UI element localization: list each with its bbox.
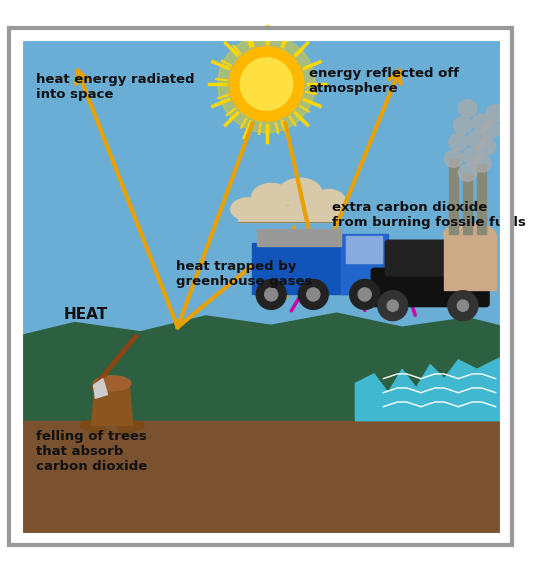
Bar xyxy=(477,163,486,234)
Text: extra carbon dioxide
from burning fossile fuels: extra carbon dioxide from burning fossil… xyxy=(332,201,526,229)
Polygon shape xyxy=(94,379,108,398)
Text: HEAT: HEAT xyxy=(64,307,108,321)
Ellipse shape xyxy=(290,201,321,222)
Circle shape xyxy=(350,280,379,309)
Ellipse shape xyxy=(449,134,468,151)
Circle shape xyxy=(458,300,469,311)
Circle shape xyxy=(240,58,293,110)
Circle shape xyxy=(299,280,328,309)
Text: felling of trees
that absorb
carbon dioxide: felling of trees that absorb carbon diox… xyxy=(36,430,147,473)
Polygon shape xyxy=(92,383,133,425)
Bar xyxy=(444,234,496,290)
Circle shape xyxy=(218,36,315,133)
Ellipse shape xyxy=(454,117,472,134)
Text: energy reflected off
atmosphere: energy reflected off atmosphere xyxy=(309,67,459,95)
Ellipse shape xyxy=(127,421,144,430)
Ellipse shape xyxy=(312,190,345,212)
Ellipse shape xyxy=(458,164,477,181)
Circle shape xyxy=(358,288,371,301)
Polygon shape xyxy=(355,355,505,421)
Polygon shape xyxy=(17,421,505,537)
Ellipse shape xyxy=(278,178,322,207)
Bar xyxy=(341,234,388,295)
Circle shape xyxy=(264,288,278,301)
FancyBboxPatch shape xyxy=(385,240,466,276)
Circle shape xyxy=(229,46,304,121)
Ellipse shape xyxy=(231,198,267,221)
Bar xyxy=(346,237,382,262)
Ellipse shape xyxy=(458,100,477,117)
Circle shape xyxy=(378,291,408,321)
Bar xyxy=(463,173,472,234)
Ellipse shape xyxy=(486,105,505,121)
Circle shape xyxy=(256,280,286,309)
Ellipse shape xyxy=(80,421,97,430)
Ellipse shape xyxy=(472,155,491,172)
Ellipse shape xyxy=(463,148,482,164)
Circle shape xyxy=(307,288,320,301)
Bar xyxy=(253,243,374,295)
Ellipse shape xyxy=(118,425,134,435)
Bar xyxy=(449,159,458,234)
Text: heat energy radiated
into space: heat energy radiated into space xyxy=(36,73,194,101)
Ellipse shape xyxy=(252,183,291,210)
FancyBboxPatch shape xyxy=(371,268,489,307)
Bar xyxy=(238,206,341,222)
Ellipse shape xyxy=(94,376,131,391)
Ellipse shape xyxy=(482,121,501,138)
Circle shape xyxy=(448,291,478,321)
Text: heat trapped by
greenhouse gases: heat trapped by greenhouse gases xyxy=(176,260,312,288)
Polygon shape xyxy=(17,313,505,537)
Bar xyxy=(257,229,341,246)
Circle shape xyxy=(387,300,398,311)
Ellipse shape xyxy=(477,138,496,155)
Ellipse shape xyxy=(472,114,491,131)
Ellipse shape xyxy=(444,151,463,167)
Ellipse shape xyxy=(444,223,495,244)
Ellipse shape xyxy=(90,425,107,435)
Ellipse shape xyxy=(468,131,486,148)
